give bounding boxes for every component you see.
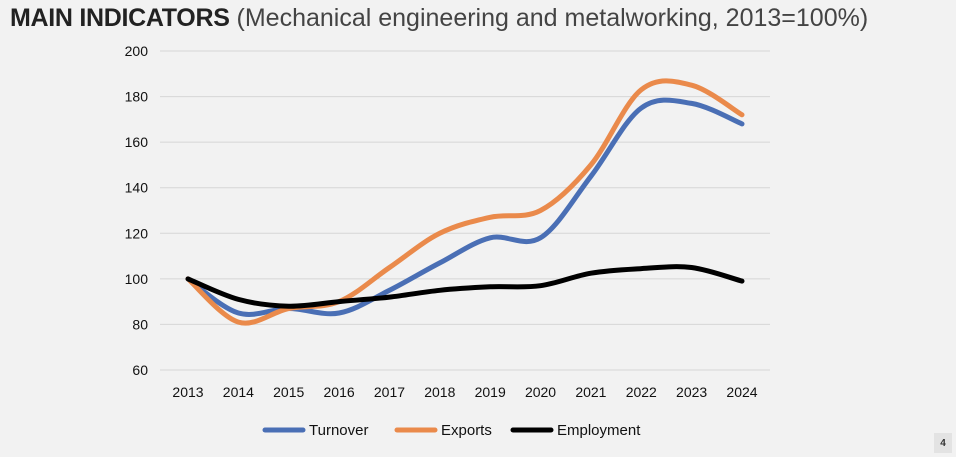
x-tick-label: 2016	[324, 384, 355, 400]
x-tick-label: 2018	[424, 384, 455, 400]
series-line-turnover	[185, 97, 745, 317]
x-axis-tick-labels: 2013 2014 2015 2016 2017 2018 2019 2020 2021 2022…	[172, 384, 757, 400]
series-line-employment	[185, 264, 745, 309]
legend: Turnover Exports Employment	[262, 422, 641, 439]
y-tick-label: 160	[125, 134, 149, 150]
y-tick-label: 100	[125, 271, 149, 287]
x-tick-label: 2015	[273, 384, 304, 400]
x-tick-label: 2014	[223, 384, 254, 400]
slide-number: 4	[934, 433, 952, 453]
y-tick-label: 80	[132, 316, 148, 332]
x-tick-label: 2019	[475, 384, 506, 400]
y-tick-label: 120	[125, 225, 149, 241]
chart-title-bold: MAIN INDICATORS	[10, 4, 230, 32]
series-line-exports	[185, 78, 745, 326]
legend-label-employment: Employment	[557, 422, 641, 439]
legend-label-turnover: Turnover	[309, 422, 368, 439]
y-tick-label: 180	[125, 89, 149, 105]
y-tick-label: 60	[132, 362, 148, 378]
y-tick-label: 140	[125, 180, 149, 196]
x-tick-label: 2017	[374, 384, 405, 400]
x-tick-label: 2024	[726, 384, 757, 400]
x-tick-label: 2021	[575, 384, 606, 400]
gridlines	[160, 50, 770, 371]
x-tick-label: 2022	[626, 384, 657, 400]
y-tick-label: 200	[125, 43, 149, 59]
x-tick-label: 2013	[172, 384, 203, 400]
y-axis-tick-labels: 60 80 100 120 140 160 180 200	[125, 43, 149, 378]
legend-label-exports: Exports	[441, 422, 492, 439]
x-tick-label: 2020	[525, 384, 556, 400]
x-tick-label: 2023	[676, 384, 707, 400]
series-lines	[185, 78, 745, 326]
chart-title: MAIN INDICATORS (Mechanical engineering …	[10, 4, 868, 33]
chart-title-subtitle: (Mechanical engineering and metalworking…	[229, 4, 869, 32]
